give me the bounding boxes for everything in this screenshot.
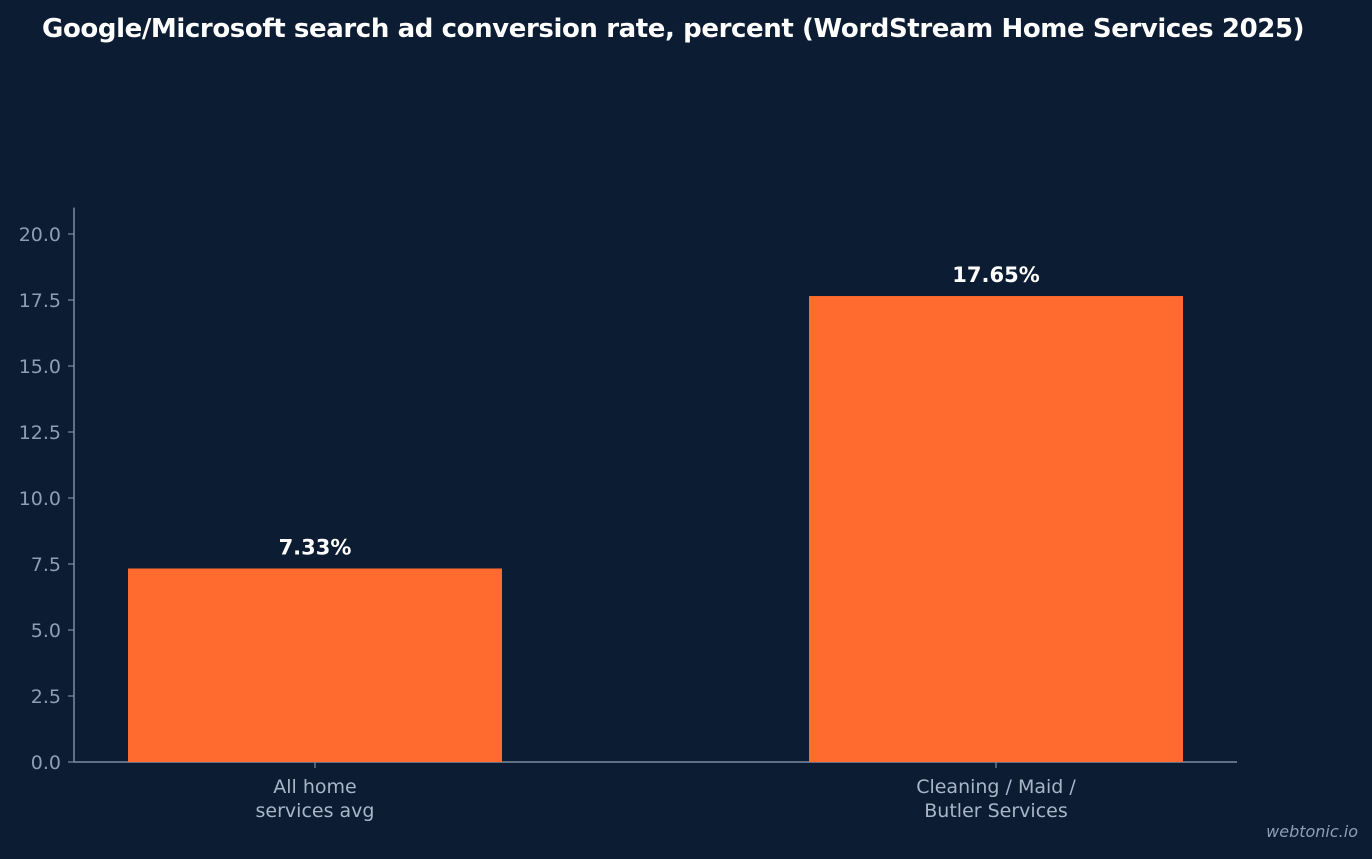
x-category-label: Butler Services xyxy=(924,800,1067,822)
y-tick-label: 20.0 xyxy=(19,224,61,246)
y-tick-label: 5.0 xyxy=(31,620,61,642)
y-tick-label: 12.5 xyxy=(19,422,61,444)
y-tick-label: 2.5 xyxy=(31,686,61,708)
y-tick-label: 10.0 xyxy=(19,488,61,510)
bar-value-label: 7.33% xyxy=(279,535,352,559)
bar xyxy=(128,568,502,762)
x-category-label: All home xyxy=(273,776,356,798)
y-tick-label: 15.0 xyxy=(19,356,61,378)
bars xyxy=(128,296,1183,762)
watermark: webtonic.io xyxy=(1266,822,1358,841)
x-category-label: Cleaning / Maid / xyxy=(916,776,1076,798)
chart-title: Google/Microsoft search ad conversion ra… xyxy=(42,14,1305,44)
x-category-label: services avg xyxy=(256,800,375,822)
bar xyxy=(809,296,1183,762)
y-tick-label: 7.5 xyxy=(31,554,61,576)
y-tick-label: 0.0 xyxy=(31,752,61,774)
bar-value-label: 17.65% xyxy=(952,263,1039,287)
y-tick-label: 17.5 xyxy=(19,290,61,312)
